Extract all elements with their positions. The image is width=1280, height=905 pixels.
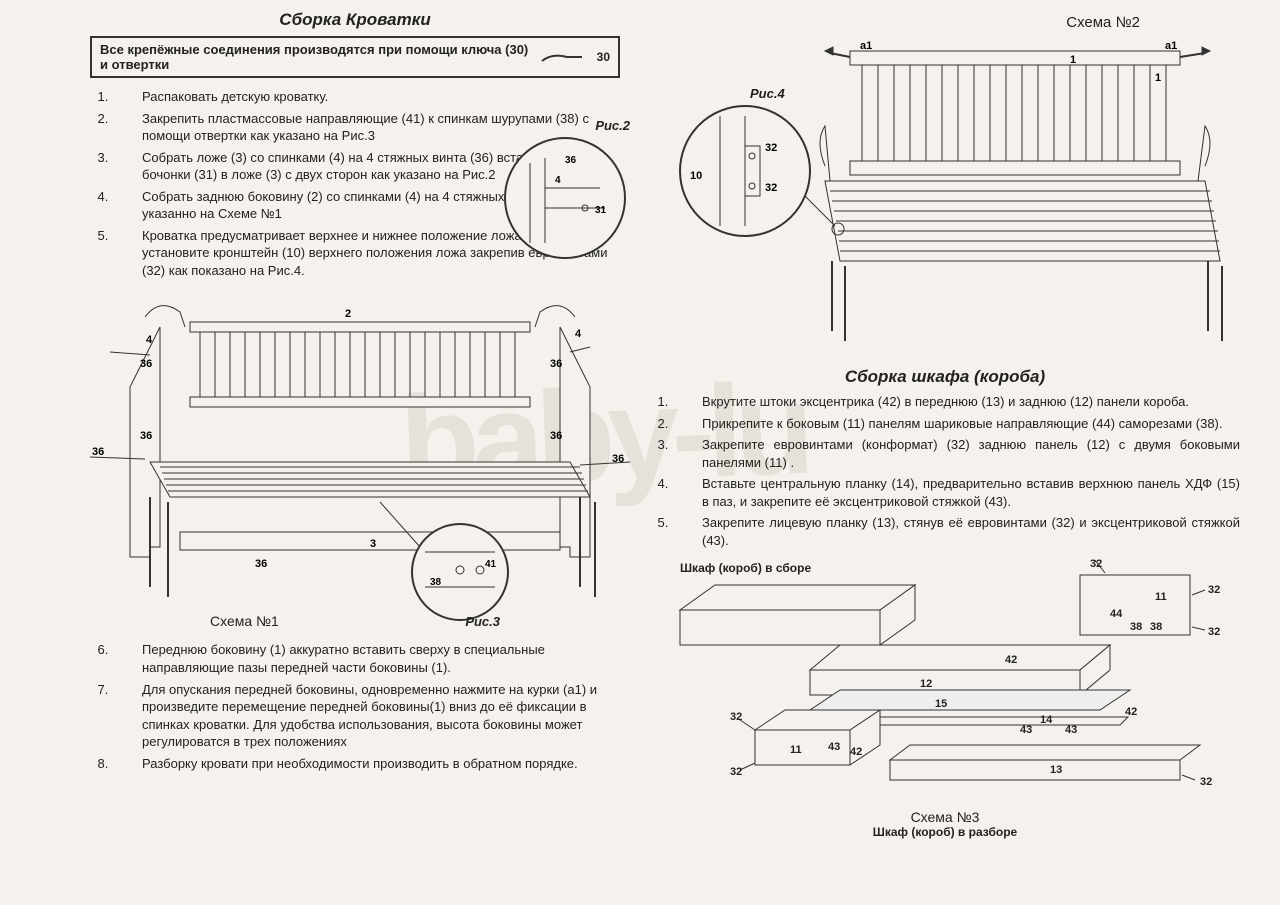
svg-text:41: 41	[485, 559, 497, 570]
svg-text:43: 43	[828, 741, 840, 753]
page: Сборка Кроватки Все крепёжные соединения…	[0, 0, 1280, 905]
svg-text:43: 43	[1065, 724, 1077, 736]
svg-text:38: 38	[1150, 621, 1162, 633]
tool-note-box: Все крепёжные соединения производятся пр…	[90, 36, 620, 78]
schema1-diagram: 36 4 4 36 36 36 36 36 2 3 36 36 38 41	[90, 287, 620, 627]
svg-text:36: 36	[255, 558, 267, 570]
cab-step-3: Закрепите евровинтами (конформат) (32) з…	[672, 436, 1240, 471]
svg-text:13: 13	[1050, 764, 1062, 776]
cab-assembled-label: Шкаф (короб) в сборе	[680, 561, 811, 575]
step-6: Переднюю боковину (1) аккуратно вставить…	[112, 641, 620, 676]
svg-text:36: 36	[550, 430, 562, 442]
cab-step-1: Вкрутите штоки эксцентрика (42) в передн…	[672, 393, 1240, 411]
cabinet-steps: Вкрутите штоки эксцентрика (42) в передн…	[650, 393, 1240, 549]
left-column: Сборка Кроватки Все крепёжные соединения…	[0, 0, 640, 905]
right-column: Схема №2	[640, 0, 1280, 905]
crib-steps-2: Переднюю боковину (1) аккуратно вставить…	[90, 641, 620, 772]
schema1-label: Схема №1	[210, 613, 279, 629]
svg-text:4: 4	[575, 328, 582, 340]
svg-text:14: 14	[1040, 714, 1053, 726]
svg-text:43: 43	[1020, 724, 1032, 736]
svg-text:36: 36	[612, 453, 624, 465]
schema3-label: Схема №3	[650, 809, 1240, 825]
svg-text:32: 32	[1208, 626, 1220, 638]
svg-text:32: 32	[1200, 776, 1212, 788]
step-1: Распаковать детскую кроватку.	[112, 88, 620, 106]
schema2-diagram: а1 а1 1 1 10 32 32 Рис.4	[650, 31, 1240, 361]
schema3-diagram: 32 11 32 32 44 38 38 42 12 15 14 43 43 4…	[650, 555, 1240, 805]
svg-text:11: 11	[1155, 591, 1167, 603]
svg-text:42: 42	[1005, 654, 1017, 666]
svg-text:42: 42	[1125, 706, 1137, 718]
svg-text:36: 36	[550, 358, 562, 370]
tool-key-icon	[537, 47, 597, 67]
cab-exploded-label: Шкаф (короб) в разборе	[650, 825, 1240, 839]
svg-text:4: 4	[555, 175, 561, 186]
tool-note-text: Все крепёжные соединения производятся пр…	[100, 42, 537, 72]
fig2-label: Рис.2	[500, 118, 630, 133]
svg-text:32: 32	[1090, 558, 1102, 570]
svg-text:32: 32	[1208, 584, 1220, 596]
fig2-callout: Рис.2 36 31 4	[500, 118, 630, 263]
svg-text:32: 32	[730, 711, 742, 723]
svg-text:42: 42	[850, 746, 862, 758]
cab-step-4: Вставьте центральную планку (14), предва…	[672, 475, 1240, 510]
cab-step-5: Закрепите лицевую планку (13), стянув её…	[672, 514, 1240, 549]
step-8: Разборку кровати при необходимости произ…	[112, 755, 620, 773]
tool-key-num: 30	[597, 50, 610, 64]
svg-text:3: 3	[370, 538, 376, 550]
svg-text:36: 36	[565, 155, 577, 166]
svg-text:36: 36	[140, 430, 152, 442]
svg-text:36: 36	[140, 358, 152, 370]
cab-step-2: Прикрепите к боковым (11) панелям шарико…	[672, 415, 1240, 433]
fig3-label: Рис.3	[465, 614, 500, 629]
svg-text:12: 12	[920, 678, 932, 690]
svg-text:38: 38	[430, 577, 442, 588]
step-7: Для опускания передней боковины, одновре…	[112, 681, 620, 751]
svg-text:2: 2	[345, 308, 351, 320]
svg-text:38: 38	[1130, 621, 1142, 633]
schema2-label: Схема №2	[650, 14, 1240, 31]
crib-title: Сборка Кроватки	[90, 10, 620, 30]
svg-text:11: 11	[790, 744, 802, 756]
svg-text:31: 31	[595, 205, 607, 216]
svg-text:44: 44	[1110, 608, 1123, 620]
svg-text:36: 36	[92, 446, 104, 458]
svg-text:15: 15	[935, 698, 947, 710]
svg-text:32: 32	[730, 766, 742, 778]
svg-text:4: 4	[146, 334, 153, 346]
